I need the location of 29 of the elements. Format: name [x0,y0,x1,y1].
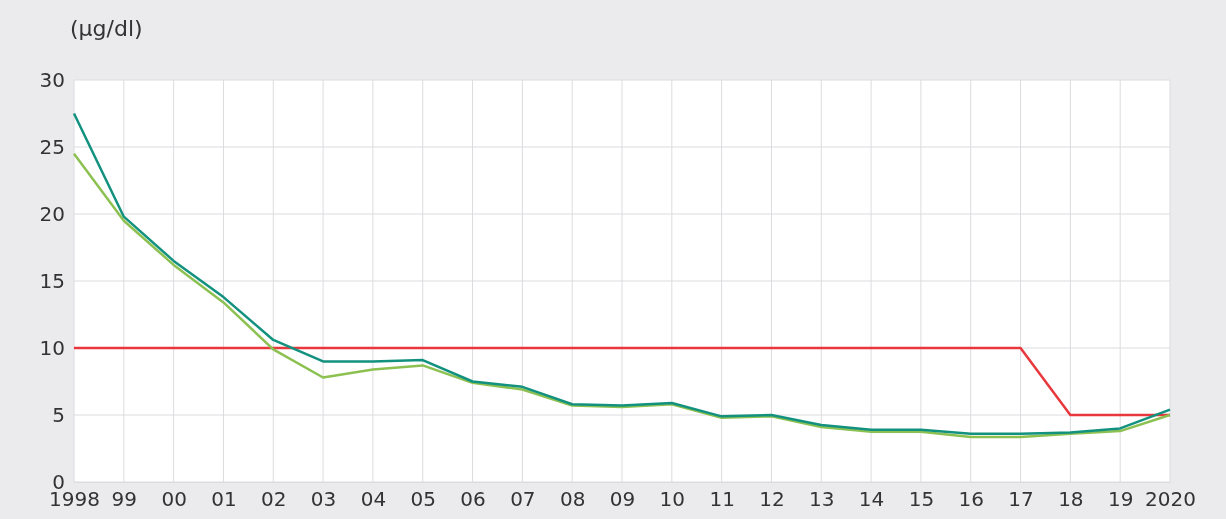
x-tick-label: 10 [659,487,686,511]
x-tick-label: 01 [211,487,237,511]
x-tick-label: 09 [609,487,636,511]
y-tick-label: 20 [39,201,65,226]
x-tick-label: 14 [858,487,885,511]
y-tick-label: 30 [39,67,65,92]
x-tick-label: 15 [908,487,935,511]
x-tick-label: 07 [510,487,536,511]
x-tick-label: 12 [759,487,785,511]
x-tick-label: 11 [709,487,735,511]
x-tick-label: 02 [261,487,287,511]
y-tick-label: 10 [39,335,65,360]
y-tick-label: 5 [52,402,65,427]
x-tick-label: 17 [1008,487,1034,511]
x-tick-label: 04 [360,487,387,511]
x-tick-label: 19 [1107,487,1134,511]
x-tick-label: 08 [559,487,586,511]
x-tick-label: 06 [460,487,486,511]
x-tick-label: 03 [310,487,337,511]
y-tick-label: 25 [39,134,65,159]
x-tick-label: 16 [958,487,984,511]
x-tick-label: 13 [809,487,835,511]
y-tick-label: 15 [39,268,65,293]
x-tick-label: 99 [111,487,138,511]
x-tick-label: 2020 [1145,487,1196,511]
x-tick-label: 18 [1058,487,1084,511]
x-tick-label: 05 [410,487,436,511]
y-axis-title: (µg/dl) [70,16,143,41]
x-tick-label: 00 [161,487,187,511]
